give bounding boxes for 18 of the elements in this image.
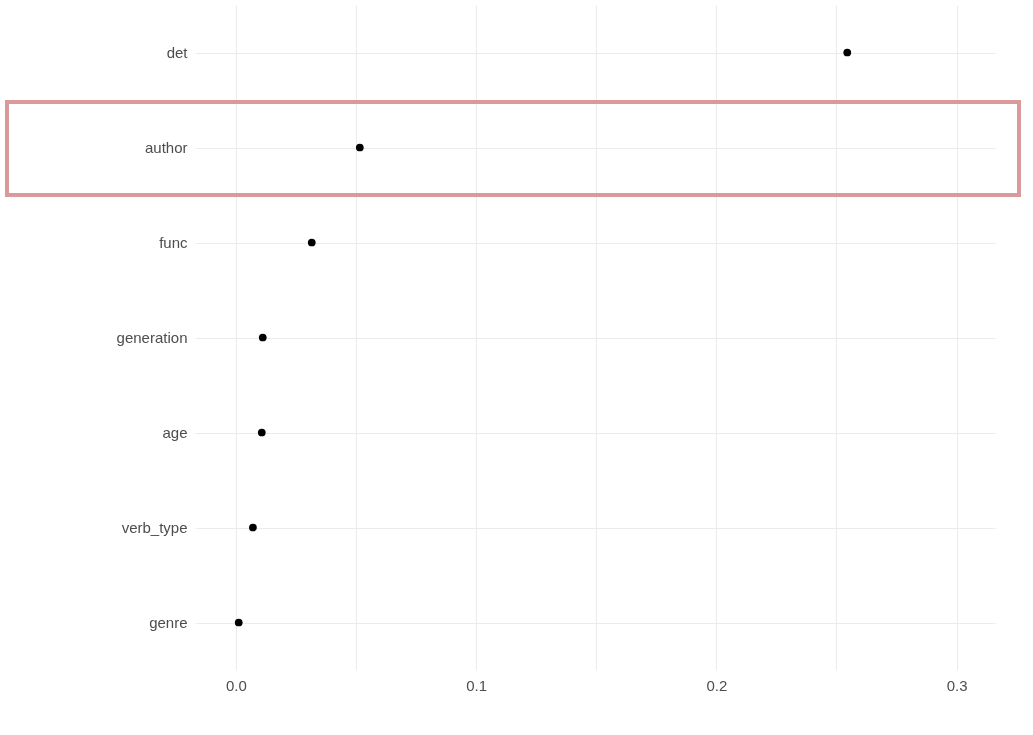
y-tick-label: func [159,234,188,251]
x-tick-label: 0.2 [706,676,728,694]
point [307,238,316,247]
point [249,523,257,532]
y-tick-label: det [166,44,189,61]
point [257,428,266,437]
x-tick-label: 0.0 [225,676,247,694]
point [234,618,243,627]
x-tick-label: 0.3 [946,676,968,694]
y-tick-label: age [162,424,188,441]
y-tick-label: author [144,139,188,156]
x-tick-label: 0.1 [466,676,488,694]
point [258,333,267,342]
y-tick-label: genre [149,614,188,631]
y-tick-label: generation [116,329,188,346]
point [843,48,852,57]
point [355,143,364,152]
y-tick-label: verb_type [121,519,188,536]
